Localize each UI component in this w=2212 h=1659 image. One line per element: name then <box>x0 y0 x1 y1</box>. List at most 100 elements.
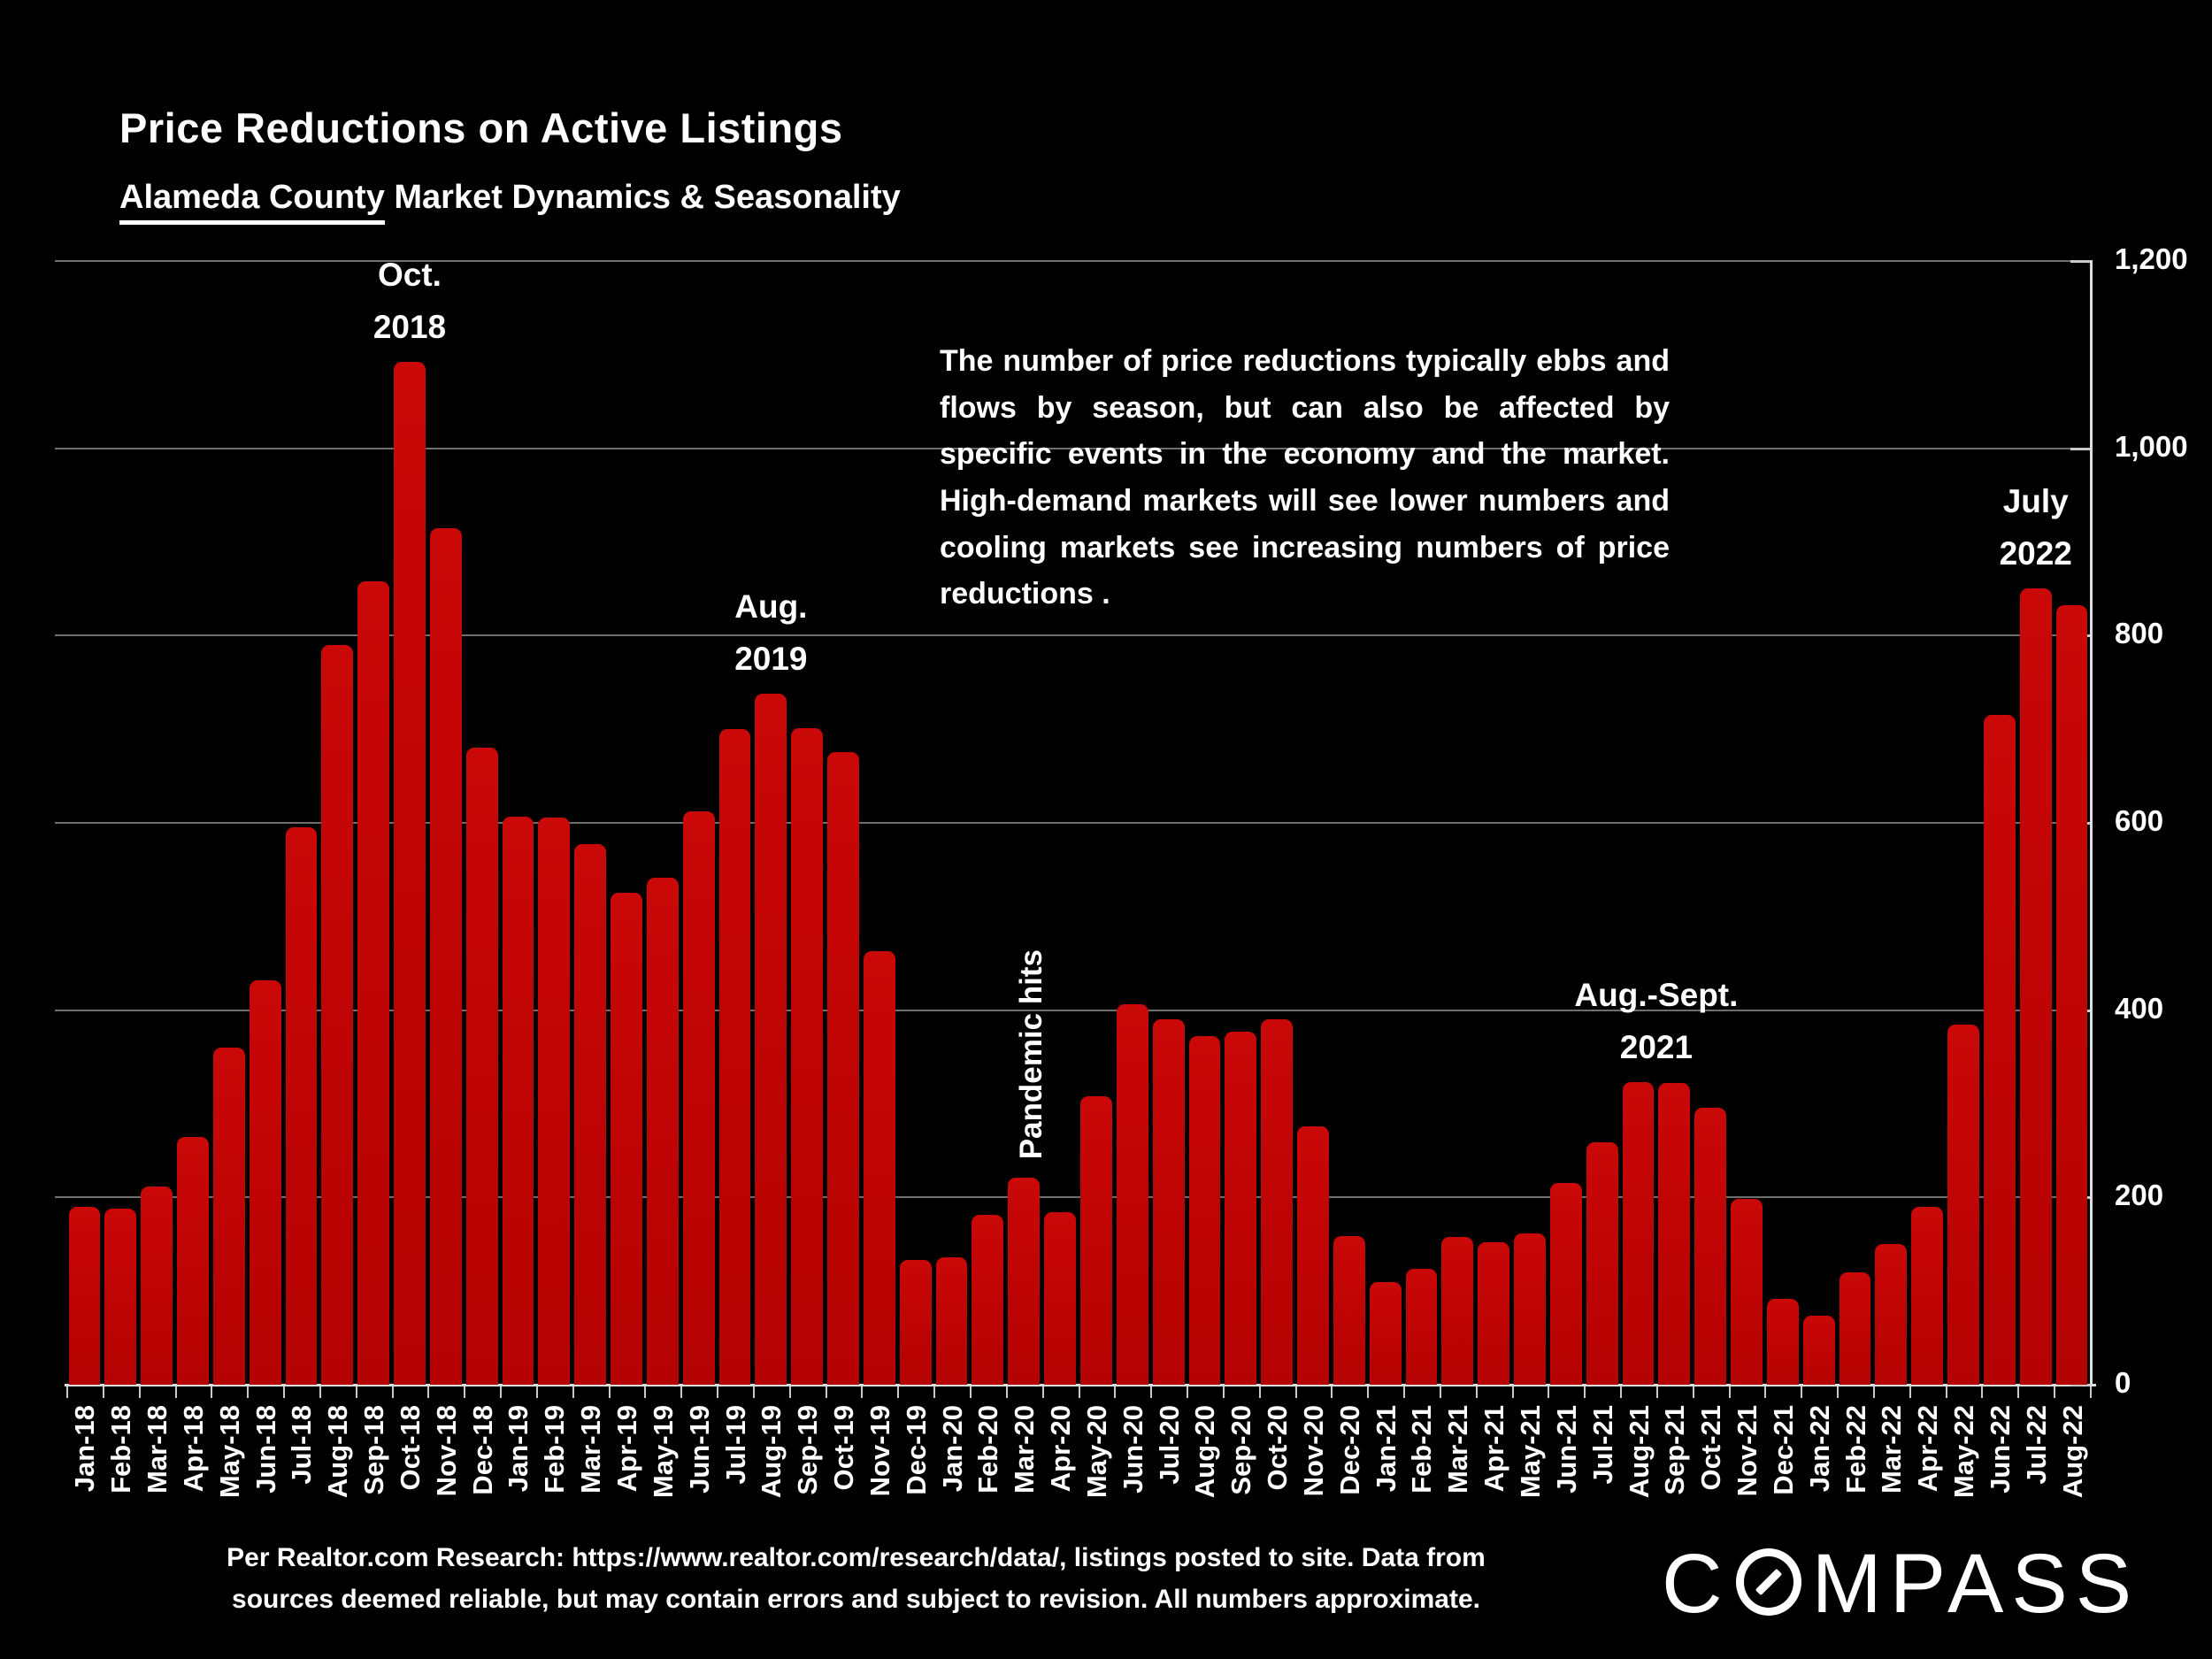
x-axis-tick <box>1981 1386 1984 1398</box>
x-axis-tick <box>752 1386 755 1398</box>
x-axis-tick <box>1945 1386 1947 1398</box>
x-axis-label-Sep-18: Sep-18 <box>358 1405 390 1495</box>
bar-Oct-19 <box>827 751 859 1385</box>
x-axis-label-Jun-19: Jun-19 <box>683 1405 715 1494</box>
y-axis-tick-0 <box>2070 1384 2090 1386</box>
compass-needle-icon <box>1755 1568 1782 1596</box>
compass-logo: C MPASS <box>1662 1536 2139 1632</box>
y-axis-line <box>2090 260 2093 1386</box>
x-axis-label-Oct-20: Oct-20 <box>1262 1405 1294 1491</box>
x-axis-tick <box>247 1386 250 1398</box>
bar-Jul-19 <box>718 729 751 1385</box>
bar-May-18 <box>212 1048 245 1385</box>
x-axis-tick <box>2090 1386 2092 1398</box>
bar-Feb-20 <box>972 1215 1004 1385</box>
x-axis-tick <box>464 1386 466 1398</box>
x-axis-label-Dec-19: Dec-19 <box>900 1405 932 1495</box>
x-axis-label-Jul-19: Jul-19 <box>719 1405 751 1485</box>
gridline-200 <box>55 1196 2090 1199</box>
x-axis-label-Sep-19: Sep-19 <box>792 1405 824 1495</box>
x-axis-tick <box>1584 1386 1586 1398</box>
gridline-1000 <box>55 447 2090 449</box>
x-axis-tick <box>1367 1386 1370 1398</box>
bar-Jun-18 <box>249 979 281 1385</box>
x-axis-label-May-22: May-22 <box>1948 1405 1980 1499</box>
bar-Feb-21 <box>1405 1268 1438 1385</box>
bar-Mar-18 <box>141 1186 173 1385</box>
y-axis-label-200: 200 <box>2115 1179 2164 1212</box>
x-axis-label-Jun-21: Jun-21 <box>1550 1405 1582 1494</box>
bar-Feb-18 <box>104 1209 137 1385</box>
bar-Sep-19 <box>791 728 824 1385</box>
x-axis-tick <box>1041 1386 1044 1398</box>
x-axis-label-Mar-21: Mar-21 <box>1442 1405 1474 1494</box>
y-axis-tick-1200 <box>2070 260 2090 263</box>
x-axis-tick <box>1439 1386 1441 1398</box>
bar-Jun-22 <box>1983 715 2016 1385</box>
x-axis-label-Jul-20: Jul-20 <box>1153 1405 1185 1485</box>
bar-Sep-18 <box>357 580 390 1385</box>
x-axis-label-Oct-18: Oct-18 <box>394 1405 426 1491</box>
bar-Nov-21 <box>1731 1199 1763 1385</box>
x-axis-label-Jul-18: Jul-18 <box>286 1405 318 1485</box>
x-axis-tick <box>283 1386 286 1398</box>
x-axis-tick <box>2054 1386 2056 1398</box>
bar-Dec-20 <box>1333 1235 1365 1385</box>
bar-Jul-18 <box>285 827 318 1385</box>
bar-Apr-20 <box>1044 1212 1076 1385</box>
x-axis-tick <box>391 1386 394 1398</box>
x-axis-tick <box>1511 1386 1514 1398</box>
x-axis-tick <box>861 1386 864 1398</box>
x-axis-label-Oct-21: Oct-21 <box>1695 1405 1727 1491</box>
bar-May-19 <box>646 878 679 1385</box>
x-axis-label-Oct-19: Oct-19 <box>828 1405 860 1491</box>
bar-Jul-21 <box>1586 1141 1618 1385</box>
bar-Nov-18 <box>429 527 462 1385</box>
x-axis-tick <box>1475 1386 1478 1398</box>
bar-Aug-21 <box>1622 1082 1655 1385</box>
x-axis-tick <box>1403 1386 1406 1398</box>
bar-Aug-19 <box>755 693 787 1385</box>
x-axis-label-Aug-20: Aug-20 <box>1189 1405 1221 1499</box>
y-axis-label-1000: 1,000 <box>2115 429 2188 463</box>
x-axis-tick <box>1548 1386 1550 1398</box>
x-axis-tick <box>1150 1386 1153 1398</box>
x-axis-tick <box>1294 1386 1297 1398</box>
subtitle-underlined-text: Alameda County <box>119 178 385 225</box>
x-axis-tick <box>500 1386 503 1398</box>
commentary-text: The number of price reductions typically… <box>940 344 1670 611</box>
x-axis-tick <box>1801 1386 1803 1398</box>
x-axis-tick <box>1692 1386 1694 1398</box>
x-axis-tick <box>1728 1386 1731 1398</box>
bar-Jun-19 <box>682 811 715 1385</box>
gridline-800 <box>55 634 2090 637</box>
x-axis-tick <box>1005 1386 1008 1398</box>
bar-Jan-22 <box>1802 1315 1835 1385</box>
source-note-line-1: Per Realtor.com Research: https://www.re… <box>227 1543 1486 1572</box>
compass-logo-right-text: MPASS <box>1811 1537 2140 1631</box>
x-axis-tick <box>933 1386 936 1398</box>
x-axis-label-Dec-20: Dec-20 <box>1333 1405 1365 1495</box>
x-axis-label-Nov-21: Nov-21 <box>1732 1405 1763 1497</box>
x-axis-label-Apr-19: Apr-19 <box>611 1405 642 1493</box>
bar-Sep-20 <box>1225 1032 1257 1385</box>
x-axis-tick <box>825 1386 827 1398</box>
x-axis-label-May-21: May-21 <box>1514 1405 1546 1499</box>
x-axis-label-Feb-19: Feb-19 <box>539 1405 571 1494</box>
y-axis-label-0: 0 <box>2115 1366 2131 1399</box>
bar-Mar-19 <box>574 844 607 1385</box>
x-axis-tick <box>1258 1386 1261 1398</box>
x-axis-label-Nov-18: Nov-18 <box>430 1405 462 1497</box>
x-axis-label-Jan-22: Jan-22 <box>1803 1405 1835 1493</box>
bar-Jan-18 <box>68 1206 101 1385</box>
x-axis-tick <box>717 1386 719 1398</box>
x-axis-tick <box>1187 1386 1189 1398</box>
x-axis-label-Mar-18: Mar-18 <box>142 1405 173 1494</box>
bar-Jan-19 <box>502 816 534 1385</box>
x-axis-label-Jan-19: Jan-19 <box>503 1405 534 1493</box>
x-axis-tick <box>680 1386 683 1398</box>
x-axis-tick <box>102 1386 104 1398</box>
y-axis-label-400: 400 <box>2115 991 2164 1025</box>
x-axis-line <box>65 1384 2096 1386</box>
